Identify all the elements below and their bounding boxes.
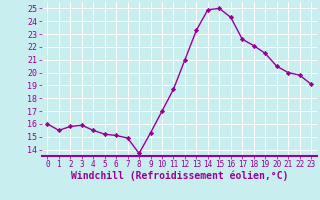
X-axis label: Windchill (Refroidissement éolien,°C): Windchill (Refroidissement éolien,°C) [70, 171, 288, 181]
